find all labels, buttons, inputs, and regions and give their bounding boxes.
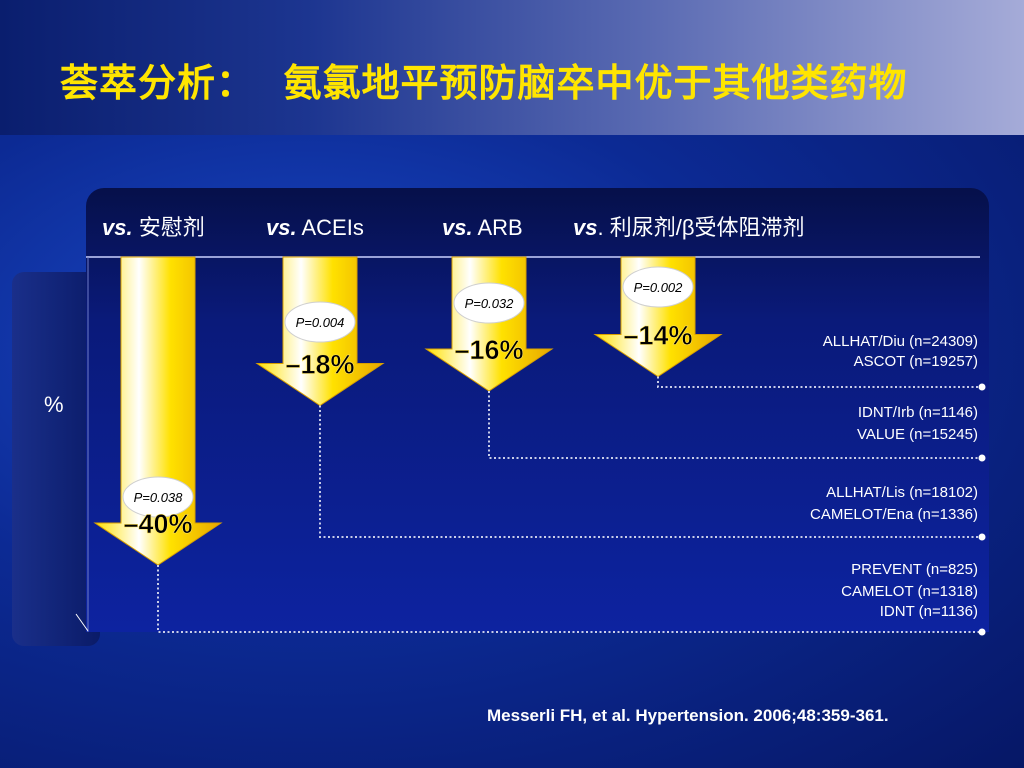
- trial-label: IDNT/Irb (n=1146): [858, 404, 978, 421]
- plot-panel: [86, 188, 989, 632]
- dotted-connector: [488, 391, 980, 459]
- connector-dot: [978, 533, 986, 541]
- dotted-connector: [657, 376, 980, 388]
- p-value-label: P=0.032: [465, 296, 515, 311]
- p-value-label: P=0.002: [634, 280, 684, 295]
- citation: Messerli FH, et al. Hypertension. 2006;4…: [487, 706, 889, 725]
- y-axis-label: %: [44, 392, 64, 417]
- value-label: –16%: [454, 335, 523, 365]
- trial-label: ALLHAT/Diu (n=24309): [823, 333, 978, 350]
- trial-label: VALUE (n=15245): [857, 426, 978, 443]
- p-value-oval: [122, 476, 194, 518]
- slide-title: 荟萃分析： 氨氯地平预防脑卒中优于其他类药物: [60, 61, 908, 105]
- connector-dot: [978, 383, 986, 391]
- trial-label: ALLHAT/Lis (n=18102): [826, 484, 978, 501]
- reduction-arrow: [424, 256, 554, 392]
- trial-label: CAMELOT/Ena (n=1336): [810, 506, 978, 523]
- p-value-label: P=0.038: [134, 490, 184, 505]
- p-value-oval: [453, 282, 525, 324]
- p-value-label: P=0.004: [296, 315, 345, 330]
- connector-dot: [978, 454, 986, 462]
- trial-label: IDNT (n=1136): [880, 603, 978, 620]
- left-panel: [12, 272, 100, 646]
- y-axis-tick: [75, 613, 89, 632]
- connector-dot: [978, 628, 986, 636]
- category-label: vs. ACEIs: [266, 215, 364, 240]
- trial-label: PREVENT (n=825): [851, 561, 978, 578]
- trial-label: CAMELOT (n=1318): [841, 583, 978, 600]
- category-label: vs. 利尿剂/β受体阻滞剂: [573, 215, 804, 240]
- p-value-oval: [284, 301, 356, 343]
- value-label: –18%: [285, 350, 354, 380]
- value-label: –14%: [623, 321, 692, 351]
- value-label: –40%: [123, 509, 192, 539]
- trial-label: ASCOT (n=19257): [854, 353, 978, 370]
- dotted-connector: [319, 405, 980, 538]
- header-band: [0, 0, 1024, 135]
- category-label: vs. 安慰剂: [102, 215, 205, 240]
- p-value-oval: [622, 266, 694, 308]
- category-label: vs. ARB: [442, 215, 523, 240]
